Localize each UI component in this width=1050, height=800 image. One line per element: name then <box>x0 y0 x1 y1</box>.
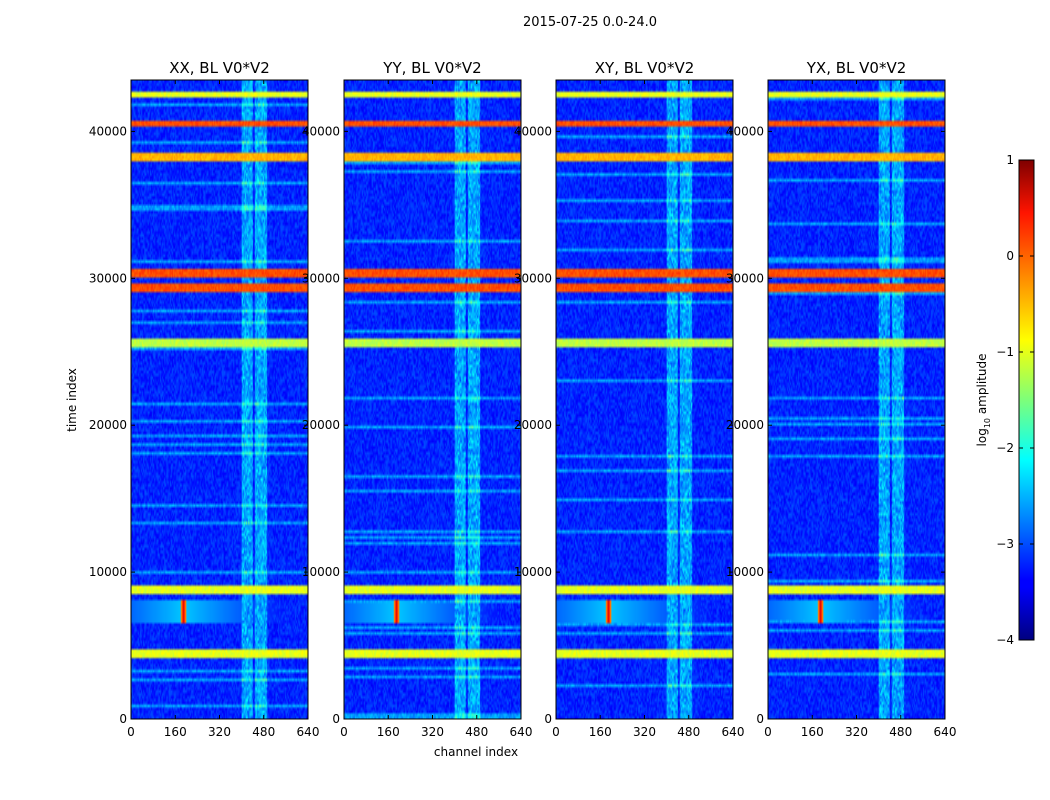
heatmap-panel-4: YX, BL V0*V2 0 160 320 480 640 0 10000 20000 3000… <box>726 59 957 739</box>
x-tick-label: 480 <box>252 725 275 739</box>
x-tick-label: 0 <box>764 725 772 739</box>
heatmap-panel-1: XX, BL V0*V2 0 160 320 480 640 0 10000 20000 3000… <box>89 59 320 739</box>
colorbar-label: log10 amplitude <box>975 354 992 447</box>
colorbar-tick-label: −1 <box>996 345 1014 359</box>
y-tick-label: 10000 <box>726 565 764 579</box>
y-tick-label: 20000 <box>726 418 764 432</box>
y-tick-label: 10000 <box>302 565 340 579</box>
x-tick-label: 480 <box>465 725 488 739</box>
y-tick-label: 40000 <box>302 124 340 138</box>
heatmap-image-1 <box>131 80 308 719</box>
heatmap-image-4 <box>768 80 945 719</box>
x-tick-label: 320 <box>421 725 444 739</box>
x-axis-label: channel index <box>434 745 518 759</box>
y-tick-label: 20000 <box>89 418 127 432</box>
x-tick-label: 480 <box>677 725 700 739</box>
heatmap-panel-3: XY, BL V0*V2 0 160 320 480 640 0 10000 20000 3000… <box>514 59 745 739</box>
y-tick-label: 0 <box>332 712 340 726</box>
panels-group: XX, BL V0*V2 0 160 320 480 640 0 10000 20000 3000… <box>89 59 957 739</box>
x-tick-label: 320 <box>633 725 656 739</box>
x-tick-label: 320 <box>208 725 231 739</box>
colorbar-tick-label: 1 <box>1006 153 1014 167</box>
heatmap-panel-2: YY, BL V0*V2 0 160 320 480 640 0 10000 20000 3000… <box>302 59 533 739</box>
x-tick-label: 160 <box>801 725 824 739</box>
y-tick-label: 30000 <box>726 271 764 285</box>
x-tick-label: 160 <box>164 725 187 739</box>
x-tick-label: 640 <box>297 725 320 739</box>
heatmap-image-2 <box>344 80 521 719</box>
colorbar-label-log: log <box>975 428 989 446</box>
x-tick-label: 0 <box>127 725 135 739</box>
x-tick-label: 640 <box>510 725 533 739</box>
y-tick-label: 30000 <box>89 271 127 285</box>
y-tick-label: 0 <box>756 712 764 726</box>
y-tick-label: 20000 <box>302 418 340 432</box>
colorbar-label-sub: 10 <box>983 418 992 428</box>
x-tick-label: 320 <box>845 725 868 739</box>
y-tick-label: 10000 <box>514 565 552 579</box>
x-tick-label: 160 <box>377 725 400 739</box>
x-tick-label: 0 <box>340 725 348 739</box>
colorbar-tick-label: 0 <box>1006 249 1014 263</box>
colorbar-tick-label: −3 <box>996 537 1014 551</box>
panel-title-2: YY, BL V0*V2 <box>382 59 481 77</box>
x-tick-label: 0 <box>552 725 560 739</box>
y-tick-label: 30000 <box>514 271 552 285</box>
panel-title-1: XX, BL V0*V2 <box>169 59 270 77</box>
colorbar-gradient <box>1018 159 1035 641</box>
x-tick-label: 640 <box>722 725 745 739</box>
y-tick-label: 40000 <box>514 124 552 138</box>
y-tick-label: 40000 <box>726 124 764 138</box>
colorbar-tick-label: −2 <box>996 441 1014 455</box>
colorbar-tick-label: −4 <box>996 633 1014 647</box>
figure-suptitle: 2015-07-25 0.0-24.0 <box>523 15 657 30</box>
y-axis-label: time index <box>65 368 79 432</box>
y-tick-label: 20000 <box>514 418 552 432</box>
x-tick-label: 160 <box>589 725 612 739</box>
colorbar-ticks: 1 0 −1 −2 −3 −4 <box>996 153 1034 647</box>
y-tick-label: 30000 <box>302 271 340 285</box>
panel-title-3: XY, BL V0*V2 <box>595 59 695 77</box>
y-tick-label: 0 <box>544 712 552 726</box>
y-tick-label: 10000 <box>89 565 127 579</box>
y-tick-label: 0 <box>119 712 127 726</box>
colorbar: 10−1−2−3−4 log10 amplitude <box>975 153 1035 647</box>
colorbar-label-rest: amplitude <box>975 354 989 418</box>
y-tick-label: 40000 <box>89 124 127 138</box>
heatmap-image-3 <box>556 80 733 719</box>
x-tick-label: 640 <box>934 725 957 739</box>
x-tick-label: 480 <box>889 725 912 739</box>
panel-title-4: YX, BL V0*V2 <box>806 59 907 77</box>
